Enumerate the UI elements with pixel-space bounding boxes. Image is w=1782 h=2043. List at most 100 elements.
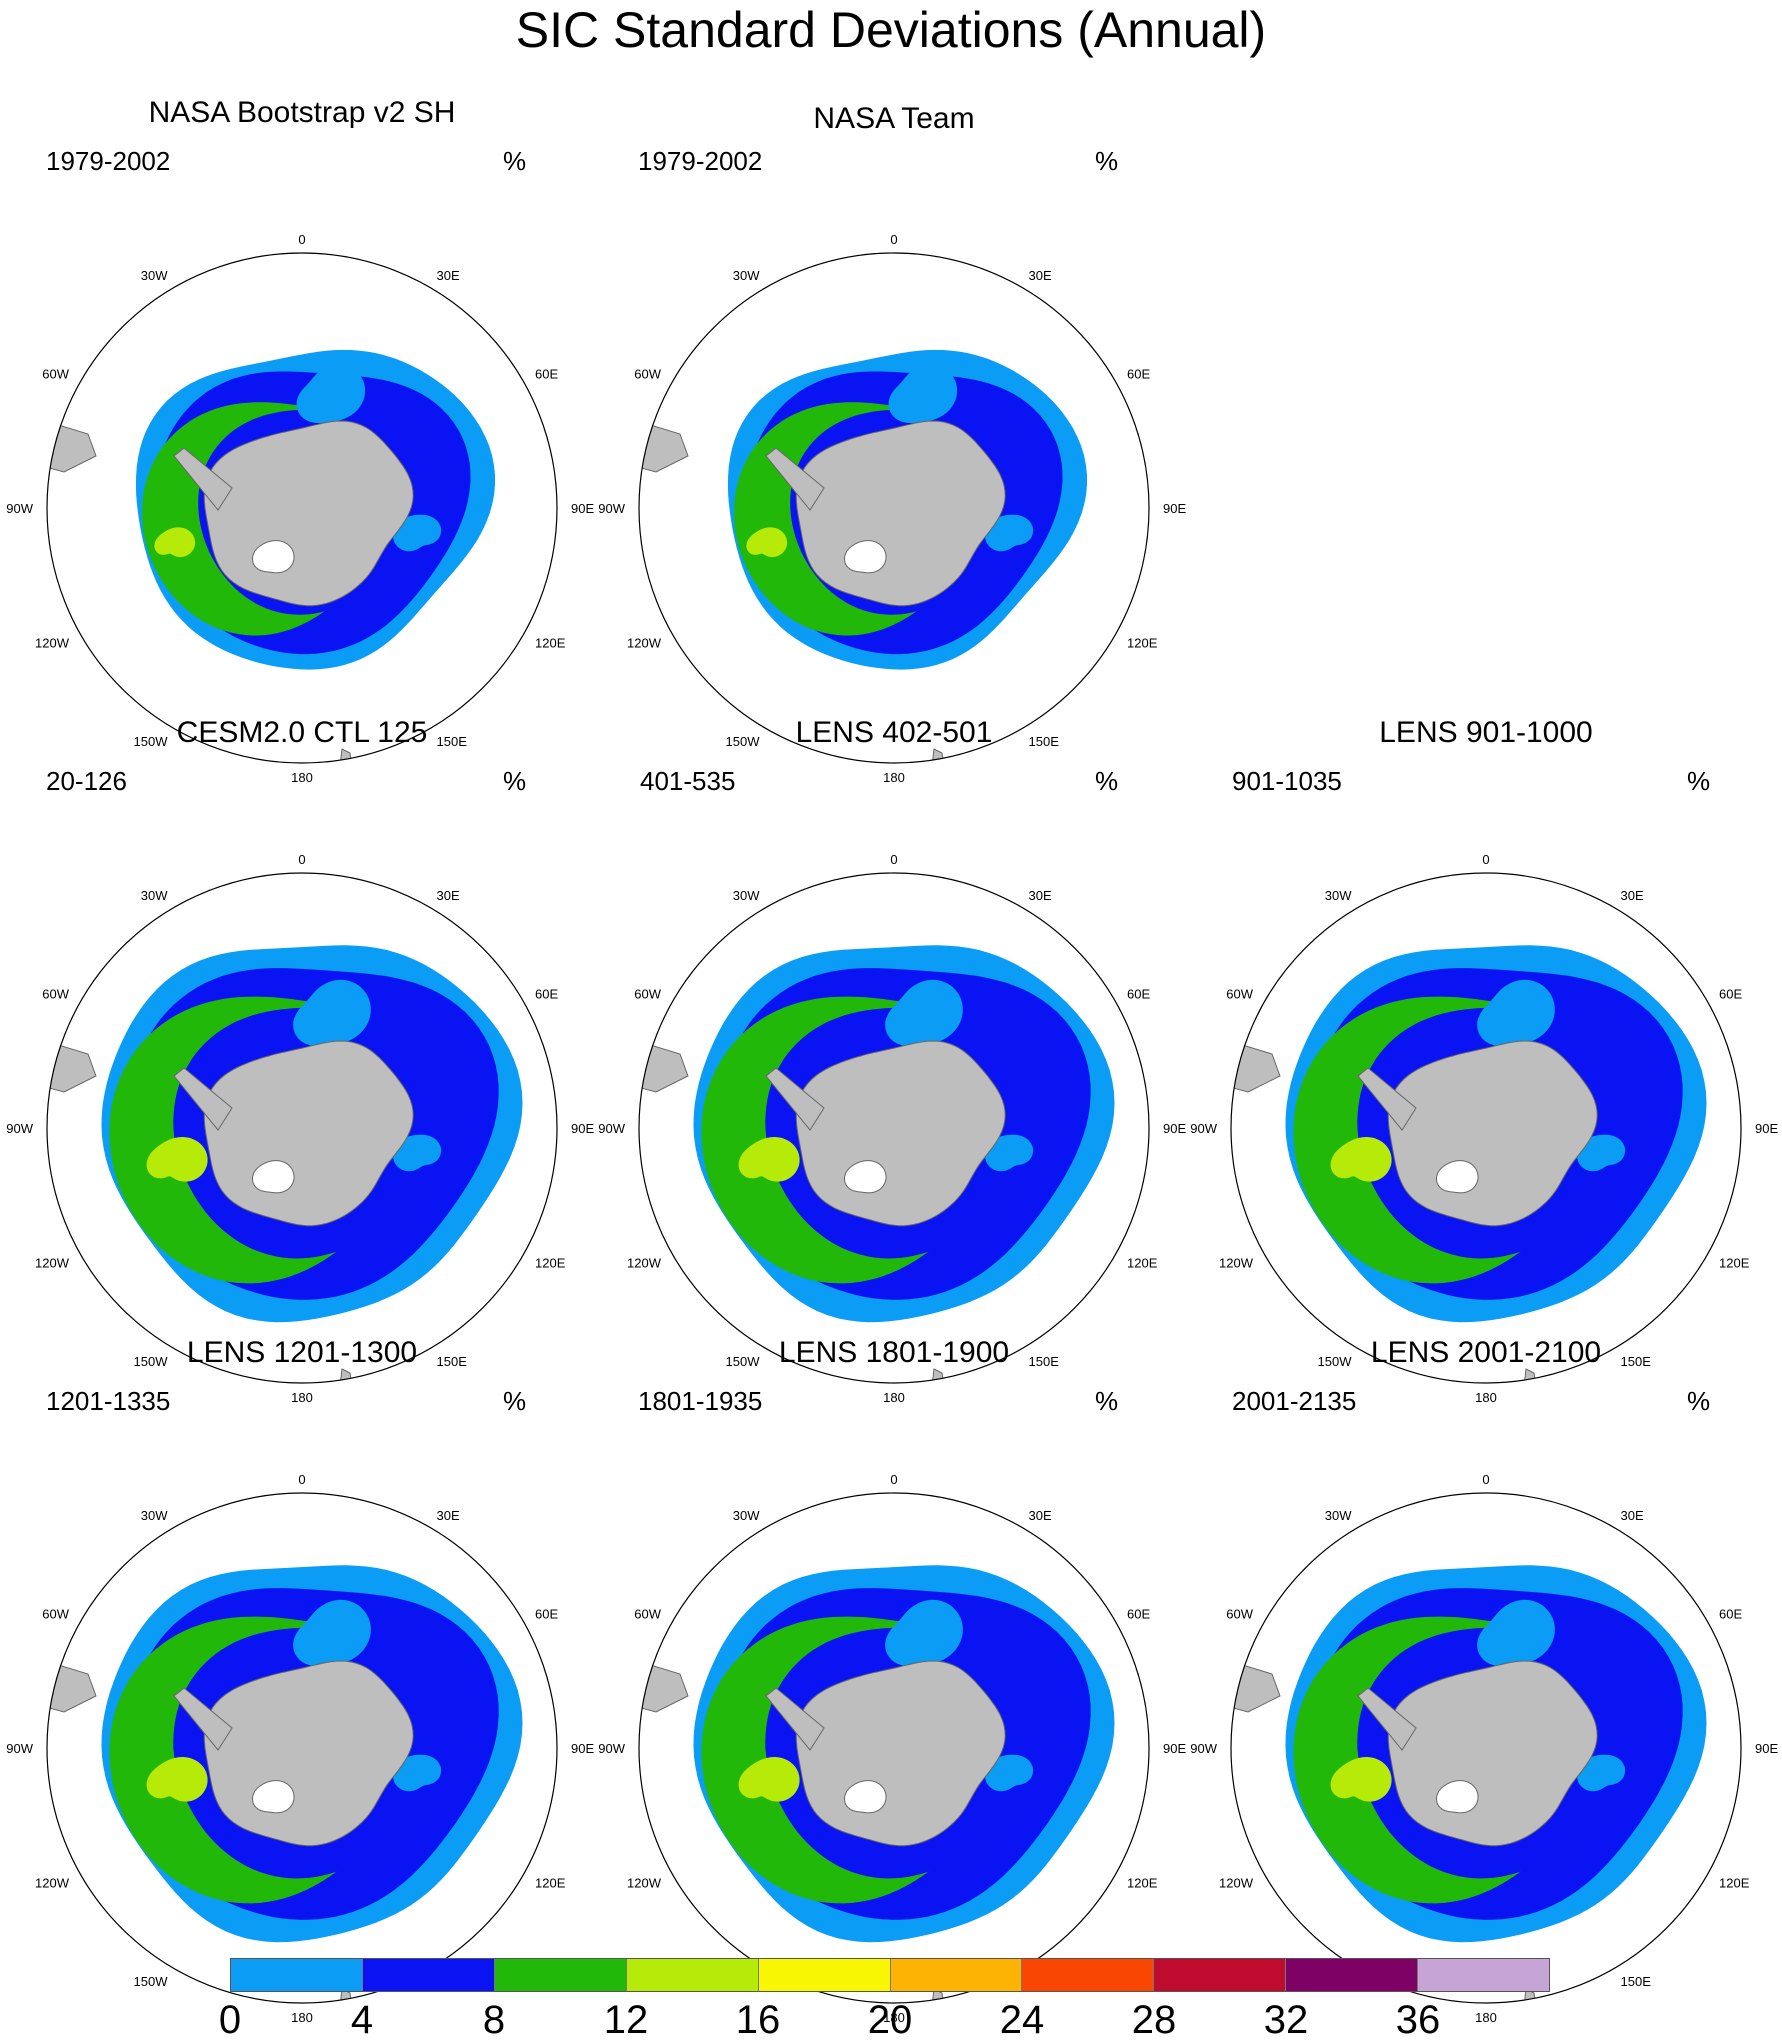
longitude-label-60W: 60W xyxy=(634,1607,661,1622)
longitude-label-120W: 120W xyxy=(35,1256,70,1271)
colorbar: 0 4 8 12 16 20 24 28 32 36 xyxy=(219,1958,1550,2043)
antarctic-peninsula xyxy=(1357,1067,1417,1131)
sic-pocket-0-4 xyxy=(296,364,366,423)
longitude-label-120E: 120E xyxy=(1127,1256,1158,1271)
panel-title: NASA Bootstrap v2 SH xyxy=(148,96,456,129)
map-panel-nasa-bootstrap: NASA Bootstrap v2 SH 1979-2002 % 0 30E 60E… xyxy=(6,96,598,785)
colorbar-swatch xyxy=(494,1959,627,1991)
longitude-label-60E: 60E xyxy=(1127,1607,1150,1622)
ross-ice-shelf xyxy=(844,1780,887,1814)
longitude-label-90W: 90W xyxy=(598,1741,625,1756)
longitude-label-30E: 30E xyxy=(1029,268,1052,283)
map-boundary xyxy=(638,1492,1150,2004)
colorbar-swatches xyxy=(230,1958,1550,1992)
colorbar-tick-label: 20 xyxy=(867,1998,913,2042)
map-boundary xyxy=(1230,1492,1742,2004)
longitude-label-30E: 30E xyxy=(1029,888,1052,903)
longitude-label-90E: 90E xyxy=(1163,1741,1186,1756)
longitude-label-120E: 120E xyxy=(535,1256,566,1271)
sic-pocket-0-4 xyxy=(393,1134,442,1172)
ross-ice-shelf xyxy=(1436,1780,1479,1814)
colorbar-swatch xyxy=(1022,1959,1155,1991)
sea-ice-field xyxy=(639,253,1149,763)
longitude-label-120W: 120W xyxy=(627,1256,662,1271)
panel-year-range: 2001-2135 xyxy=(1232,1386,1357,1416)
sea-ice-field xyxy=(639,873,1149,1383)
sea-ice-field xyxy=(47,873,557,1383)
longitude-label-90W: 90W xyxy=(6,1741,33,1756)
longitude-label-90E: 90E xyxy=(571,501,594,516)
longitude-label-90E: 90E xyxy=(1755,1121,1778,1136)
sic-pocket-0-4 xyxy=(985,1134,1034,1172)
longitude-label-60W: 60W xyxy=(1226,1607,1253,1622)
longitude-label-150E: 150E xyxy=(437,1354,468,1369)
map-panel-lens-1201: LENS 1201-1300 1201-1335 % 0 30E 60E 90E 120… xyxy=(6,1336,598,2025)
longitude-label-90W: 90W xyxy=(6,1121,33,1136)
longitude-label-60E: 60E xyxy=(1127,987,1150,1002)
panel-year-range: 1201-1335 xyxy=(46,1386,171,1416)
longitude-label-0: 0 xyxy=(298,232,305,247)
longitude-label-30E: 30E xyxy=(1621,1508,1644,1523)
longitude-label-150W: 150W xyxy=(134,1354,169,1369)
sic-pocket-0-4 xyxy=(985,1754,1034,1792)
colorbar-tick-label: 28 xyxy=(1131,1998,1177,2042)
map-boundary xyxy=(46,1492,558,2004)
sic-band-12-16 xyxy=(154,527,196,558)
longitude-label-120W: 120W xyxy=(35,1876,70,1891)
longitude-label-120W: 120W xyxy=(35,636,70,651)
sic-pocket-0-4 xyxy=(293,1599,371,1667)
figure-title: SIC Standard Deviations (Annual) xyxy=(515,2,1267,58)
colorbar-swatch xyxy=(1154,1959,1287,1991)
panel-units: % xyxy=(503,766,527,796)
map-boundary xyxy=(46,872,558,1384)
longitude-label-180: 180 xyxy=(1475,1390,1497,1405)
longitude-label-180: 180 xyxy=(291,770,313,785)
panel-units: % xyxy=(1095,766,1119,796)
longitude-label-60E: 60E xyxy=(535,1607,558,1622)
longitude-label-30W: 30W xyxy=(733,888,760,903)
antarctic-peninsula xyxy=(173,1687,233,1751)
longitude-label-120E: 120E xyxy=(1127,1876,1158,1891)
panel-title: LENS 1801-1900 xyxy=(778,1336,1010,1369)
panel-year-range: 20-126 xyxy=(46,766,127,796)
antarctic-peninsula xyxy=(1357,1687,1417,1751)
panel-year-range: 1801-1935 xyxy=(638,1386,763,1416)
antarctic-peninsula xyxy=(173,1067,233,1131)
colorbar-swatch xyxy=(362,1959,495,1991)
colorbar-tick-label: 12 xyxy=(603,1998,649,2042)
longitude-label-120E: 120E xyxy=(535,636,566,651)
longitude-label-150W: 150W xyxy=(134,734,169,749)
ross-ice-shelf xyxy=(252,1780,295,1814)
colorbar-swatch xyxy=(1286,1959,1419,1991)
longitude-label-0: 0 xyxy=(298,852,305,867)
longitude-label-30E: 30E xyxy=(437,268,460,283)
longitude-label-150E: 150E xyxy=(1029,1354,1060,1369)
longitude-label-120E: 120E xyxy=(1719,1256,1750,1271)
sic-band-12-16 xyxy=(738,1137,800,1182)
longitude-label-150E: 150E xyxy=(1029,734,1060,749)
sic-pocket-0-4 xyxy=(885,979,963,1047)
colorbar-tick-label: 24 xyxy=(999,1998,1045,2042)
colorbar-tick-label: 4 xyxy=(350,1998,374,2042)
colorbar-swatch xyxy=(626,1959,759,1991)
colorbar-tick-label: 36 xyxy=(1395,1998,1441,2042)
longitude-label-120W: 120W xyxy=(1219,1876,1254,1891)
colorbar-swatch xyxy=(1418,1959,1550,1991)
map-panel-nasa-team: NASA Team 1979-2002 % 0 30E 60E 90E 120E 150E… xyxy=(598,96,1190,785)
sic-pocket-0-4 xyxy=(1577,1134,1626,1172)
panel-year-range: 1979-2002 xyxy=(46,146,171,176)
panel-title: CESM2.0 CTL 125 xyxy=(176,716,428,749)
colorbar-swatch xyxy=(890,1959,1023,1991)
longitude-label-90W: 90W xyxy=(1190,1741,1217,1756)
panel-title: LENS 402-501 xyxy=(795,716,993,749)
longitude-label-150W: 150W xyxy=(726,1354,761,1369)
longitude-label-60W: 60W xyxy=(42,987,69,1002)
colorbar-swatch xyxy=(231,1959,363,1991)
longitude-label-120W: 120W xyxy=(1219,1256,1254,1271)
sic-pocket-0-4 xyxy=(393,514,442,552)
colorbar-tick-label: 32 xyxy=(1263,1998,1309,2042)
longitude-label-180: 180 xyxy=(883,1390,905,1405)
